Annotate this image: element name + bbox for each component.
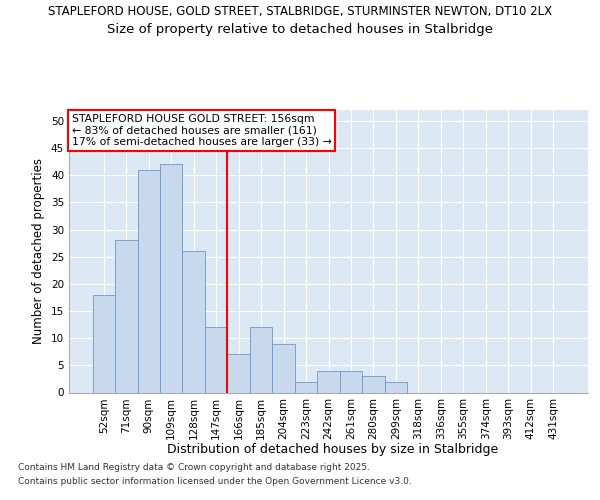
Text: STAPLEFORD HOUSE GOLD STREET: 156sqm
← 83% of detached houses are smaller (161)
: STAPLEFORD HOUSE GOLD STREET: 156sqm ← 8…: [71, 114, 331, 148]
Bar: [205, 328, 227, 392]
Text: STAPLEFORD HOUSE, GOLD STREET, STALBRIDGE, STURMINSTER NEWTON, DT10 2LX: STAPLEFORD HOUSE, GOLD STREET, STALBRIDG…: [48, 5, 552, 18]
Bar: [385, 382, 407, 392]
Text: Contains public sector information licensed under the Open Government Licence v3: Contains public sector information licen…: [18, 477, 412, 486]
Bar: [317, 371, 340, 392]
Bar: [115, 240, 137, 392]
Bar: [182, 252, 205, 392]
Bar: [362, 376, 385, 392]
Bar: [340, 371, 362, 392]
Bar: [295, 382, 317, 392]
Y-axis label: Number of detached properties: Number of detached properties: [32, 158, 46, 344]
Bar: [92, 294, 115, 392]
Bar: [250, 328, 272, 392]
Bar: [227, 354, 250, 393]
Bar: [160, 164, 182, 392]
Text: Distribution of detached houses by size in Stalbridge: Distribution of detached houses by size …: [167, 442, 499, 456]
Bar: [137, 170, 160, 392]
Text: Contains HM Land Registry data © Crown copyright and database right 2025.: Contains HM Land Registry data © Crown c…: [18, 464, 370, 472]
Bar: [272, 344, 295, 392]
Text: Size of property relative to detached houses in Stalbridge: Size of property relative to detached ho…: [107, 22, 493, 36]
